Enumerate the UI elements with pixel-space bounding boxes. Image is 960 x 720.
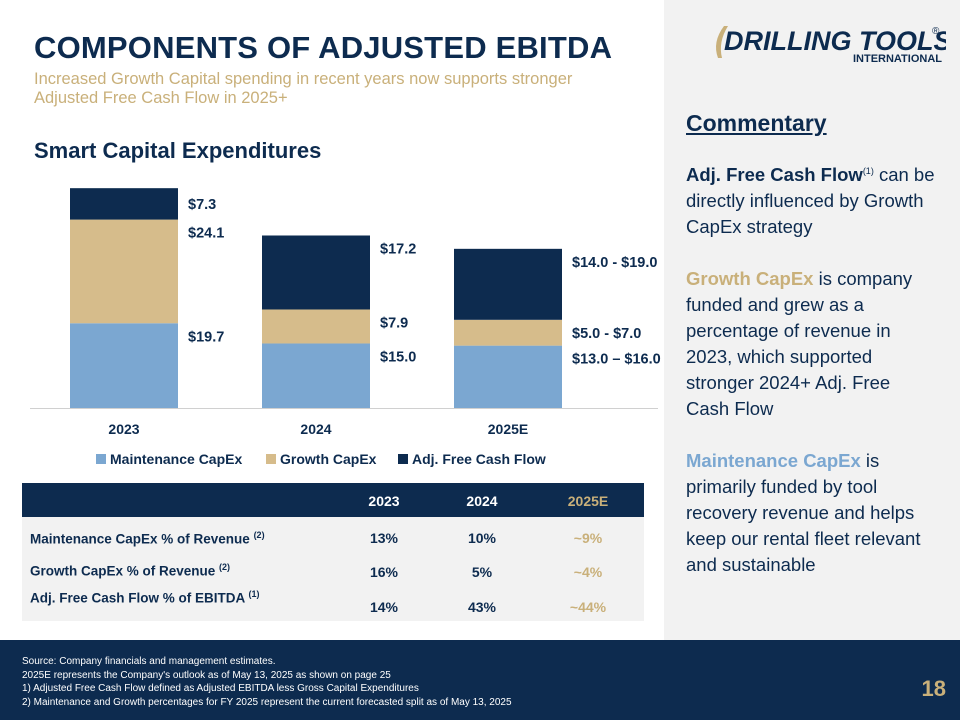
- page-subtitle: Increased Growth Capital spending in rec…: [34, 70, 573, 107]
- row-label: Growth CapEx % of Revenue (2): [30, 562, 230, 579]
- commentary-p3-rest: is primarily funded by tool recovery rev…: [686, 450, 921, 576]
- capex-percentage-table: 2023 2024 2025E Maintenance CapEx % of R…: [22, 483, 644, 621]
- x-tick-label: 2025E: [488, 421, 528, 437]
- row-value-2023: 16%: [369, 564, 399, 580]
- table-header-2025e: 2025E: [567, 493, 609, 509]
- logo-main-text: DRILLING TOOLS: [724, 26, 946, 56]
- commentary-text: Adj. Free Cash Flow(1) can be directly i…: [686, 158, 936, 604]
- footnote-2: 2) Maintenance and Growth percentages fo…: [22, 696, 512, 708]
- table-row: Adj. Free Cash Flow % of EBITDA (1) 14% …: [22, 589, 644, 619]
- bar-adj-free-cash-flow-2023: [70, 188, 178, 220]
- commentary-p3-highlight: Maintenance CapEx: [686, 450, 861, 472]
- commentary-panel: [664, 0, 960, 640]
- row-label: Maintenance CapEx % of Revenue (2): [30, 530, 265, 547]
- commentary-p2-rest: is company funded and grew as a percenta…: [686, 268, 913, 420]
- data-label: $24.1: [188, 226, 224, 242]
- row-value-2023: 14%: [369, 599, 399, 615]
- bar-growth-capex-2024: [262, 309, 370, 344]
- row-value-2024: 5%: [471, 564, 493, 580]
- row-value-2025e: ~9%: [573, 530, 603, 546]
- logo-swoosh-icon: [716, 26, 728, 58]
- logo-registered-mark: ®: [932, 26, 940, 37]
- commentary-p1-bold: Adj. Free Cash Flow: [686, 164, 863, 186]
- footnote-outlook: 2025E represents the Company's outlook a…: [22, 669, 391, 681]
- company-logo: DRILLING TOOLS ® INTERNATIONAL: [716, 26, 946, 65]
- commentary-paragraph-1: Adj. Free Cash Flow(1) can be directly i…: [686, 158, 936, 240]
- data-label: $7.9: [380, 315, 408, 331]
- row-label: Adj. Free Cash Flow % of EBITDA (1): [30, 589, 260, 606]
- footnote-source: Source: Company financials and managemen…: [22, 656, 276, 667]
- capex-stacked-bar-chart: $19.7 $24.1 $7.3 2023 $15.0 $7.9 $17.2 2024 $13.…: [30, 188, 661, 467]
- commentary-p1-rest: can be directly influenced by Growth Cap…: [686, 164, 935, 238]
- legend-label: Maintenance CapEx: [110, 451, 242, 467]
- footnotes: Source: Company financials and managemen…: [22, 655, 512, 709]
- row-label-text: Adj. Free Cash Flow % of EBITDA: [30, 590, 249, 606]
- data-label: $15.0: [380, 349, 416, 365]
- legend-label: Growth CapEx: [280, 451, 377, 467]
- data-label: $13.0 – $16.0: [572, 352, 661, 368]
- bar-maintenance-capex-2024: [262, 343, 370, 408]
- commentary-title: Commentary: [686, 110, 827, 136]
- commentary-p1-sup: (1): [862, 166, 874, 176]
- bar-maintenance-capex-2025e: [454, 345, 562, 408]
- row-value-2024: 43%: [467, 599, 497, 615]
- row-label-text: Maintenance CapEx % of Revenue: [30, 531, 254, 547]
- table-header-row: 2023 2024 2025E: [22, 483, 644, 517]
- row-value-2023: 13%: [369, 530, 399, 546]
- bar-adj-free-cash-flow-2024: [262, 235, 370, 310]
- section-title: Smart Capital Expenditures: [34, 138, 322, 163]
- data-label: $5.0 - $7.0: [572, 326, 641, 342]
- row-label-sup: (1): [248, 589, 260, 599]
- legend-swatch: [398, 454, 408, 464]
- bar-growth-capex-2023: [70, 219, 178, 324]
- row-label-text: Growth CapEx % of Revenue: [30, 563, 220, 579]
- table-row: Growth CapEx % of Revenue (2) 16% 5% ~4%: [22, 559, 644, 589]
- table-header-2024: 2024: [466, 493, 498, 509]
- commentary-paragraph-3: Maintenance CapEx is primarily funded by…: [686, 448, 936, 578]
- legend-label: Adj. Free Cash Flow: [412, 451, 546, 467]
- data-label: $7.3: [188, 197, 216, 213]
- commentary-p2-highlight: Growth CapEx: [686, 268, 814, 290]
- bar-adj-free-cash-flow-2025e: [454, 248, 562, 320]
- legend-swatch: [266, 454, 276, 464]
- commentary-paragraph-2: Growth CapEx is company funded and grew …: [686, 266, 936, 422]
- row-value-2024: 10%: [467, 530, 497, 546]
- x-tick-label: 2024: [300, 421, 331, 437]
- table-row: Maintenance CapEx % of Revenue (2) 13% 1…: [22, 527, 644, 557]
- footnote-1: 1) Adjusted Free Cash Flow defined as Ad…: [22, 683, 419, 694]
- row-value-2025e: ~44%: [569, 599, 607, 615]
- data-label: $17.2: [380, 241, 416, 257]
- data-label: $14.0 - $19.0: [572, 255, 657, 271]
- legend-swatch: [96, 454, 106, 464]
- footer: Source: Company financials and managemen…: [0, 640, 960, 720]
- row-label-sup: (2): [253, 530, 265, 540]
- table-header-2023: 2023: [368, 493, 400, 509]
- x-tick-label: 2023: [108, 421, 139, 437]
- page-title: COMPONENTS OF ADJUSTED EBITDA: [34, 30, 613, 65]
- bar-maintenance-capex-2023: [70, 323, 178, 408]
- row-label-sup: (2): [219, 562, 231, 572]
- table-body: Maintenance CapEx % of Revenue (2) 13% 1…: [22, 517, 644, 621]
- bar-growth-capex-2025e: [454, 319, 562, 346]
- logo-sub-text: INTERNATIONAL: [853, 53, 942, 65]
- page-number: 18: [921, 676, 946, 701]
- data-label: $19.7: [188, 329, 224, 345]
- row-value-2025e: ~4%: [573, 564, 603, 580]
